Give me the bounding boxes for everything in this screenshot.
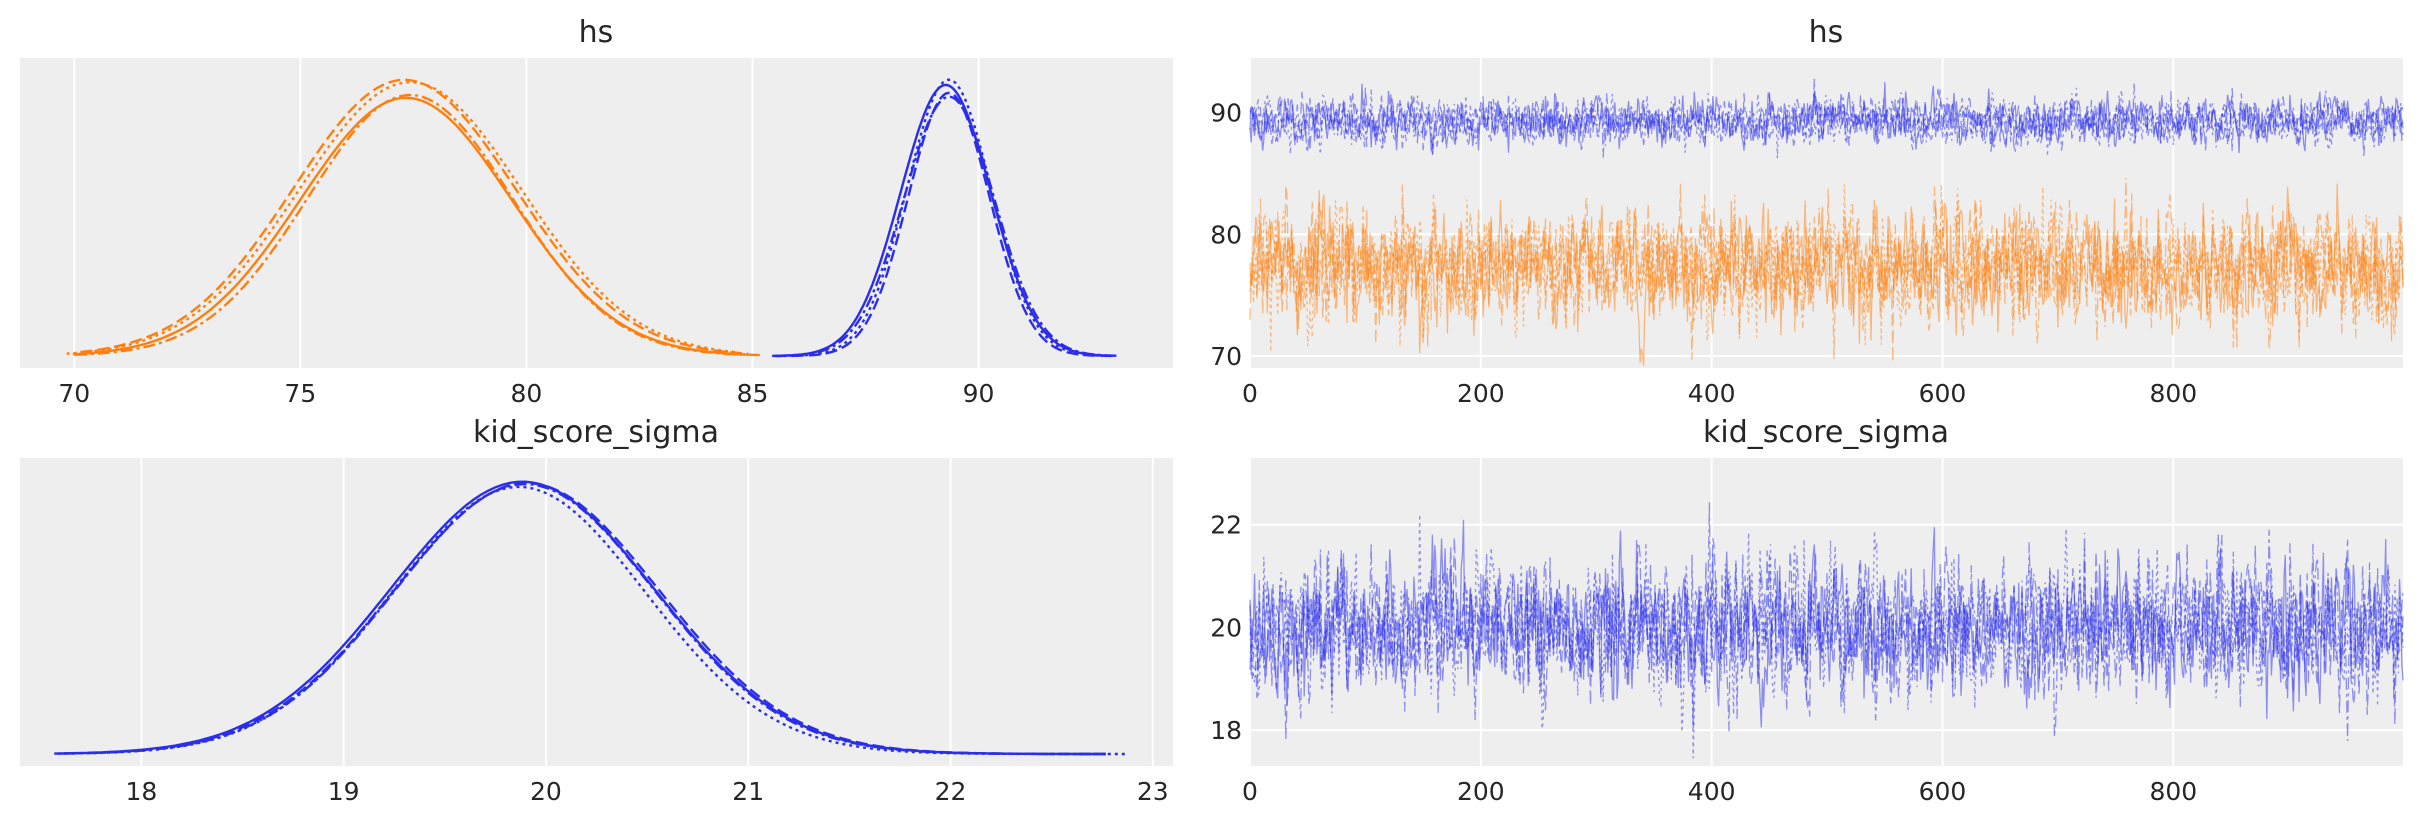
trace-line-chain-2 <box>1249 514 2404 759</box>
hs-density-title: hs <box>579 15 614 50</box>
hs-trace-title: hs <box>1809 15 1844 50</box>
y-tick-label: 18 <box>1210 716 1242 745</box>
trace-line-chain-3 <box>1249 502 2404 742</box>
kid-score-sigma-density-panel: 18 19 20 21 22 23 kid_score_sigma <box>20 415 1173 806</box>
y-tick-label: 90 <box>1210 99 1242 128</box>
y-tick-label: 70 <box>1210 342 1242 371</box>
density-curve-chain-0 <box>72 96 760 357</box>
density-curve-chain-1 <box>774 91 1117 358</box>
hs-trace-panel: 0 200 400 600 800 70 80 90 hs <box>1210 15 2404 408</box>
kid-score-sigma-density-curves <box>54 480 1128 756</box>
density-curve-chain-3 <box>64 482 1106 756</box>
density-curve-chain-2 <box>66 80 737 355</box>
x-tick-label: 18 <box>125 777 157 806</box>
x-tick-label: 20 <box>530 777 562 806</box>
hs-trace-lines <box>1249 78 2404 366</box>
density-curve-chain-3 <box>74 93 742 356</box>
density-curve-chain-0 <box>775 83 1108 357</box>
kid-score-sigma-trace-title: kid_score_sigma <box>1703 415 1949 450</box>
x-tick-label: 21 <box>732 777 764 806</box>
kid-score-sigma-trace-y-ticks: 18 20 22 <box>1210 511 1242 745</box>
kid-score-sigma-trace-x-ticks: 0 200 400 600 800 <box>1242 777 2197 806</box>
x-tick-label: 200 <box>1457 379 1505 408</box>
x-tick-label: 400 <box>1688 379 1736 408</box>
x-tick-label: 0 <box>1242 379 1258 408</box>
x-tick-label: 800 <box>2149 777 2197 806</box>
x-tick-label: 23 <box>1137 777 1169 806</box>
hs-density-x-ticks: 70 75 80 85 90 <box>58 379 994 408</box>
x-tick-label: 19 <box>328 777 360 806</box>
x-tick-label: 80 <box>511 379 543 408</box>
x-tick-label: 75 <box>284 379 316 408</box>
x-tick-label: 22 <box>935 777 967 806</box>
x-tick-label: 85 <box>737 379 769 408</box>
y-tick-label: 20 <box>1210 613 1242 642</box>
trace-line-chain-3 <box>1249 78 2404 158</box>
kid-score-sigma-density-gridlines <box>140 458 1154 766</box>
x-tick-label: 90 <box>963 379 995 408</box>
kid-score-sigma-density-title: kid_score_sigma <box>473 415 719 450</box>
hs-trace-x-ticks: 0 200 400 600 800 <box>1242 379 2197 408</box>
x-tick-label: 800 <box>2149 379 2197 408</box>
y-tick-label: 80 <box>1210 220 1242 249</box>
x-tick-label: 600 <box>1919 777 1967 806</box>
hs-density-curves <box>66 78 1117 358</box>
x-tick-label: 400 <box>1688 777 1736 806</box>
y-tick-label: 22 <box>1210 511 1242 540</box>
x-tick-label: 70 <box>58 379 90 408</box>
kid-score-sigma-density-plot-area <box>20 458 1173 766</box>
hs-density-gridlines <box>73 58 980 368</box>
density-curve-chain-2 <box>776 78 1110 358</box>
x-tick-label: 600 <box>1919 379 1967 408</box>
trace-line-chain-3 <box>1249 177 2404 360</box>
trace-line-chain-1 <box>1249 537 2404 740</box>
trace-line-chain-2 <box>1249 87 2404 159</box>
x-tick-label: 200 <box>1457 777 1505 806</box>
kid-score-sigma-trace-panel: 0 200 400 600 800 18 20 22 kid_score_sigma <box>1210 415 2404 806</box>
trace-line-chain-1 <box>1249 87 2404 157</box>
x-tick-label: 0 <box>1242 777 1258 806</box>
kid-score-sigma-density-x-ticks: 18 19 20 21 22 23 <box>125 777 1168 806</box>
kid-score-sigma-trace-lines <box>1249 502 2404 759</box>
density-curve-chain-3 <box>772 95 1117 358</box>
hs-density-panel: 70 75 80 85 90 hs <box>20 15 1173 408</box>
hs-trace-y-ticks: 70 80 90 <box>1210 99 1242 371</box>
density-curve-chain-1 <box>80 78 749 355</box>
